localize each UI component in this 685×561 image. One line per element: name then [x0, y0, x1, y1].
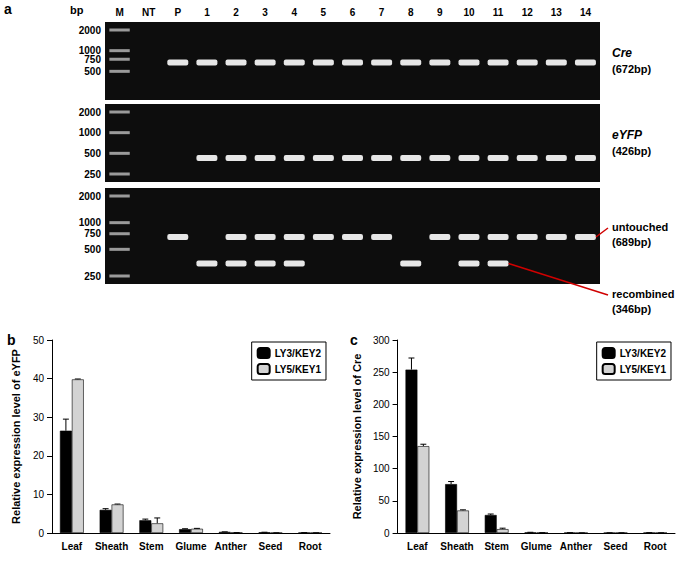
- svg-text:50: 50: [378, 495, 390, 506]
- svg-text:50: 50: [33, 335, 45, 346]
- svg-text:Sheath: Sheath: [440, 541, 473, 552]
- svg-text:LY3/KEY2: LY3/KEY2: [275, 348, 322, 359]
- svg-text:13: 13: [551, 7, 563, 18]
- svg-text:1000: 1000: [78, 45, 101, 57]
- svg-text:a: a: [4, 1, 12, 17]
- svg-text:Glume: Glume: [175, 541, 207, 552]
- svg-text:recombined: recombined: [612, 288, 674, 300]
- svg-text:Stem: Stem: [484, 541, 509, 552]
- svg-text:(346bp): (346bp): [612, 303, 651, 315]
- svg-text:b: b: [7, 332, 16, 348]
- svg-text:Relative expression level of e: Relative expression level of eYFP: [10, 349, 22, 524]
- svg-text:Root: Root: [644, 541, 667, 552]
- svg-text:8: 8: [408, 7, 414, 18]
- svg-text:(689bp): (689bp): [612, 236, 651, 248]
- svg-text:5: 5: [321, 7, 327, 18]
- svg-text:2000: 2000: [79, 25, 102, 36]
- svg-text:200: 200: [373, 399, 390, 410]
- svg-text:750: 750: [84, 54, 101, 65]
- svg-text:Root: Root: [299, 541, 322, 552]
- svg-text:Leaf: Leaf: [407, 541, 428, 552]
- svg-text:1000: 1000: [79, 127, 102, 138]
- svg-text:(426bp): (426bp): [612, 145, 651, 157]
- svg-text:Anther: Anther: [560, 541, 592, 552]
- svg-text:4: 4: [291, 7, 297, 18]
- svg-text:LY3/KEY2: LY3/KEY2: [620, 348, 667, 359]
- svg-text:500: 500: [84, 148, 101, 159]
- svg-text:c: c: [350, 332, 358, 348]
- svg-text:Anther: Anther: [215, 541, 247, 552]
- svg-text:2000: 2000: [79, 107, 102, 118]
- svg-text:Leaf: Leaf: [62, 541, 83, 552]
- svg-text:NT: NT: [142, 7, 155, 18]
- svg-text:Seed: Seed: [258, 541, 282, 552]
- svg-text:Seed: Seed: [604, 541, 628, 552]
- svg-text:150: 150: [373, 431, 390, 442]
- svg-text:10: 10: [33, 489, 45, 500]
- svg-text:Relative expression level of C: Relative expression level of Cre: [351, 354, 363, 520]
- svg-text:10: 10: [463, 7, 475, 18]
- svg-text:500: 500: [84, 244, 101, 255]
- svg-text:250: 250: [84, 271, 101, 282]
- svg-text:12: 12: [522, 7, 534, 18]
- svg-text:Sheath: Sheath: [95, 541, 128, 552]
- svg-text:Stem: Stem: [139, 541, 164, 552]
- svg-text:500: 500: [84, 66, 101, 77]
- svg-text:bp: bp: [70, 4, 84, 16]
- svg-text:750: 750: [84, 228, 101, 239]
- svg-text:LY5/KEY1: LY5/KEY1: [275, 364, 322, 375]
- svg-text:Glume: Glume: [521, 541, 553, 552]
- svg-text:100: 100: [373, 463, 390, 474]
- svg-text:14: 14: [580, 7, 592, 18]
- svg-text:1: 1: [204, 7, 210, 18]
- svg-text:2: 2: [233, 7, 239, 18]
- svg-text:0: 0: [384, 528, 390, 539]
- svg-text:20: 20: [33, 450, 45, 461]
- svg-text:40: 40: [33, 373, 45, 384]
- svg-text:300: 300: [373, 335, 390, 346]
- svg-text:0: 0: [38, 528, 44, 539]
- svg-text:eYFP: eYFP: [612, 128, 643, 142]
- svg-text:(672bp): (672bp): [612, 63, 651, 75]
- svg-text:7: 7: [379, 7, 385, 18]
- svg-text:11: 11: [493, 7, 504, 18]
- svg-text:250: 250: [84, 169, 101, 180]
- svg-text:LY5/KEY1: LY5/KEY1: [620, 364, 667, 375]
- svg-text:untouched: untouched: [612, 221, 668, 233]
- svg-text:6: 6: [350, 7, 356, 18]
- svg-text:2000: 2000: [79, 191, 102, 202]
- svg-text:9: 9: [437, 7, 443, 18]
- svg-text:M: M: [115, 7, 123, 18]
- svg-text:P: P: [174, 7, 181, 18]
- svg-text:3: 3: [262, 7, 268, 18]
- svg-text:1000: 1000: [79, 217, 102, 228]
- svg-text:30: 30: [33, 412, 45, 423]
- svg-text:Cre: Cre: [612, 46, 632, 60]
- svg-text:250: 250: [373, 367, 390, 378]
